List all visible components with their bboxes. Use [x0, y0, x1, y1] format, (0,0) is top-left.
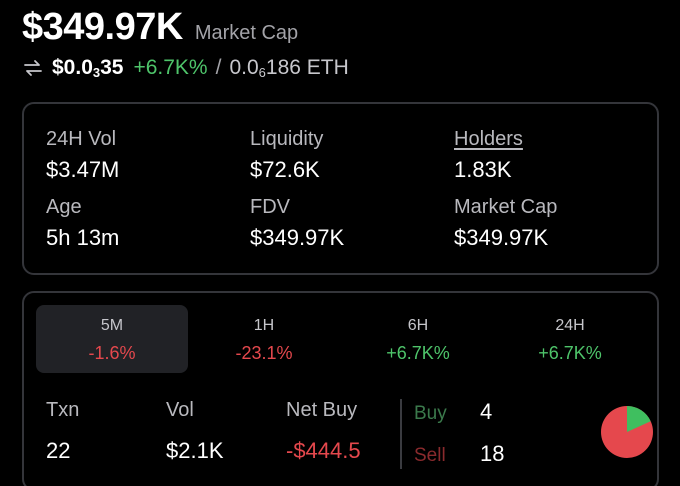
- txn-card: 5M -1.6% 1H -23.1% 6H +6.7K% 24H +6.7K% …: [22, 291, 659, 486]
- txn-net-buy: Net Buy -$444.5: [286, 399, 361, 464]
- stat-label: Liquidity: [250, 128, 324, 150]
- tab-24h[interactable]: 24H +6.7K%: [494, 305, 646, 373]
- sell-row: Sell 18: [414, 441, 504, 467]
- tab-value: -23.1%: [235, 343, 293, 363]
- stat-value: $349.97K: [250, 225, 345, 250]
- buy-count: 4: [480, 399, 493, 424]
- market-cap-value: $349.97K: [22, 6, 183, 48]
- price-usd: $0.0335: [52, 56, 124, 80]
- stat-value: $349.97K: [454, 225, 549, 250]
- col-label: Vol: [166, 399, 194, 421]
- stat-value: $3.47M: [46, 157, 120, 182]
- market-cap-label: Market Cap: [194, 22, 299, 44]
- col-label: Net Buy: [286, 399, 358, 421]
- price-change: +6.7K%: [133, 56, 208, 79]
- tab-value: +6.7K%: [386, 343, 450, 363]
- stat-holders: Holders 1.83K: [454, 128, 523, 183]
- stat-label: FDV: [250, 196, 290, 218]
- stat-value: 1.83K: [454, 157, 512, 182]
- swap-arrows-icon[interactable]: [22, 57, 44, 79]
- stat-label: Market Cap: [454, 196, 558, 218]
- holders-link[interactable]: Holders: [454, 128, 523, 150]
- stat-liquidity: Liquidity $72.6K: [250, 128, 323, 183]
- stat-fdv: FDV $349.97K: [250, 196, 344, 251]
- sell-label: Sell: [414, 445, 446, 466]
- tab-5m[interactable]: 5M -1.6%: [36, 305, 188, 373]
- tab-value: -1.6%: [88, 343, 136, 363]
- tab-label: 1H: [253, 317, 275, 334]
- tab-1h[interactable]: 1H -23.1%: [188, 305, 340, 373]
- stat-value: $72.6K: [250, 157, 320, 182]
- tab-label: 5M: [100, 317, 124, 334]
- tab-6h[interactable]: 6H +6.7K%: [342, 305, 494, 373]
- stat-label: 24H Vol: [46, 128, 117, 150]
- price-eth: 0.06186 ETH: [229, 56, 349, 80]
- header: $349.97K Market Cap: [22, 6, 298, 49]
- col-label: Txn: [46, 399, 80, 421]
- txn-count: Txn 22: [46, 399, 79, 464]
- divider: [400, 399, 402, 469]
- stat-value: 5h 13m: [46, 225, 120, 250]
- tab-label: 24H: [555, 317, 585, 334]
- buy-row: Buy 4: [414, 399, 492, 425]
- txn-vol: Vol $2.1K: [166, 399, 224, 464]
- price-row: $0.0335 +6.7K% / 0.06186 ETH: [22, 56, 349, 80]
- stat-24h-vol: 24H Vol $3.47M: [46, 128, 119, 183]
- col-value: 22: [46, 438, 71, 463]
- col-value: $2.1K: [166, 438, 224, 463]
- stat-age: Age 5h 13m: [46, 196, 119, 251]
- sell-count: 18: [480, 441, 505, 466]
- buy-sell-pie: [601, 406, 653, 458]
- stat-market-cap: Market Cap $349.97K: [454, 196, 557, 251]
- stats-card: 24H Vol $3.47M Liquidity $72.6K Holders …: [22, 102, 659, 275]
- col-value: -$444.5: [286, 438, 361, 463]
- tab-label: 6H: [407, 317, 429, 334]
- pie-buy-slice: [627, 406, 651, 432]
- stat-label: Age: [46, 196, 82, 218]
- tab-value: +6.7K%: [538, 343, 602, 363]
- buy-label: Buy: [414, 403, 447, 424]
- price-separator: /: [215, 56, 222, 79]
